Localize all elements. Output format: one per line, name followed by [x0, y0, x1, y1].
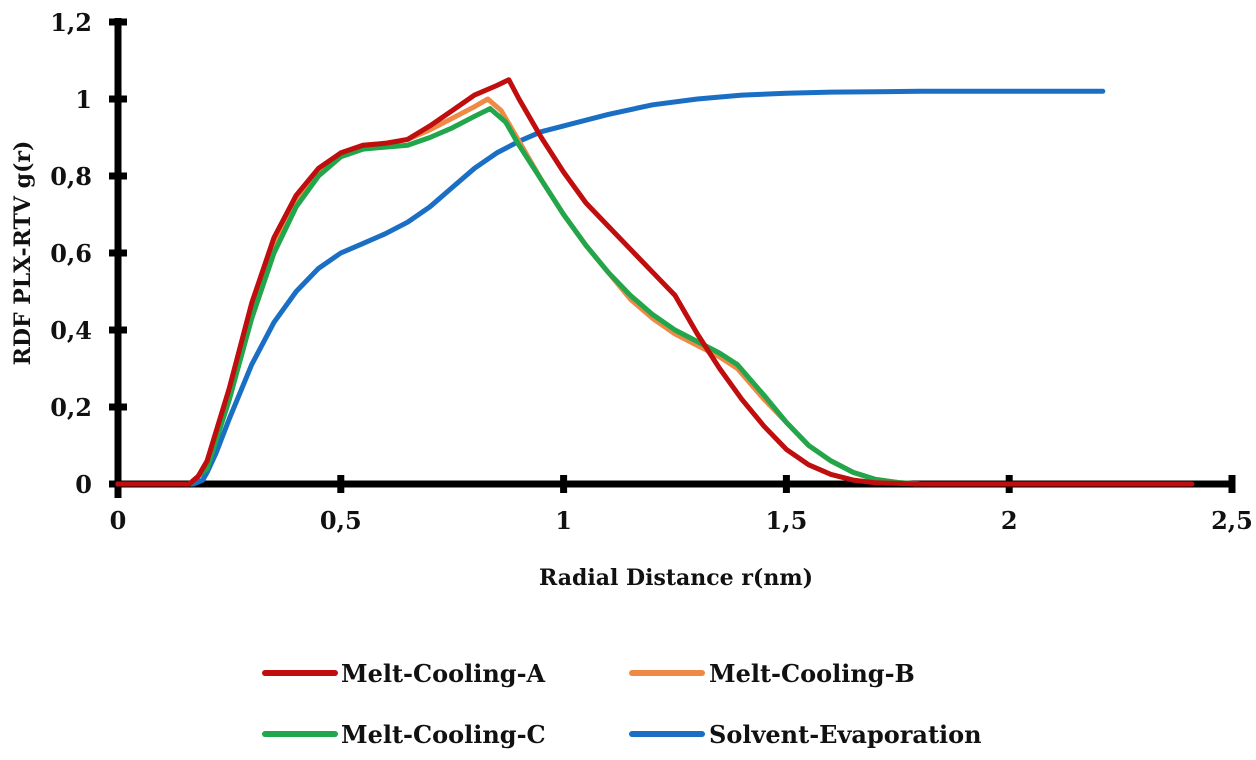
- legend-item-solvent-evaporation: Solvent-Evaporation: [629, 720, 982, 749]
- legend-label: Solvent-Evaporation: [709, 720, 982, 749]
- x-axis-title: Radial Distance r(nm): [539, 565, 813, 591]
- x-tick-label: 1,5: [766, 506, 808, 535]
- legend: Melt-Cooling-A Melt-Cooling-B Melt-Cooli…: [262, 659, 982, 749]
- legend-item-melt-cooling-c: Melt-Cooling-C: [262, 720, 546, 749]
- series-line-melt-cooling-c: [115, 106, 972, 487]
- y-tick-label: 0,6: [50, 239, 92, 268]
- x-tick-label: 0: [110, 506, 127, 535]
- y-tick-label: 0: [75, 470, 92, 499]
- x-tick-label: 2,5: [1211, 506, 1253, 535]
- y-tick-label: 0,8: [50, 162, 92, 191]
- y-axis-title: RDF PLX-RTV g(r): [10, 141, 36, 366]
- x-tick-label: 0,5: [320, 506, 362, 535]
- legend-item-melt-cooling-a: Melt-Cooling-A: [262, 659, 546, 688]
- series-line-melt-cooling-b: [115, 96, 972, 487]
- x-tick-label: 1: [555, 506, 572, 535]
- legend-label: Melt-Cooling-B: [709, 659, 915, 688]
- legend-item-melt-cooling-b: Melt-Cooling-B: [629, 659, 915, 688]
- y-tick-label: 1,2: [50, 8, 92, 37]
- legend-label: Melt-Cooling-A: [341, 659, 546, 688]
- y-tick-label: 1: [75, 85, 92, 114]
- series-top-layer: [115, 77, 1195, 487]
- ticks-layer: 0 0,2 0,4 0,6 0,8 1 1,2 0 0,5 1 1,5 2 2,5: [50, 8, 1253, 535]
- y-tick-label: 0,4: [50, 316, 92, 345]
- legend-label: Melt-Cooling-C: [341, 720, 546, 749]
- series-line-melt-cooling-a: [115, 77, 1195, 487]
- x-tick-label: 2: [1001, 506, 1018, 535]
- y-tick-label: 0,2: [50, 393, 92, 422]
- series-line-solvent-evaporation: [115, 88, 1106, 487]
